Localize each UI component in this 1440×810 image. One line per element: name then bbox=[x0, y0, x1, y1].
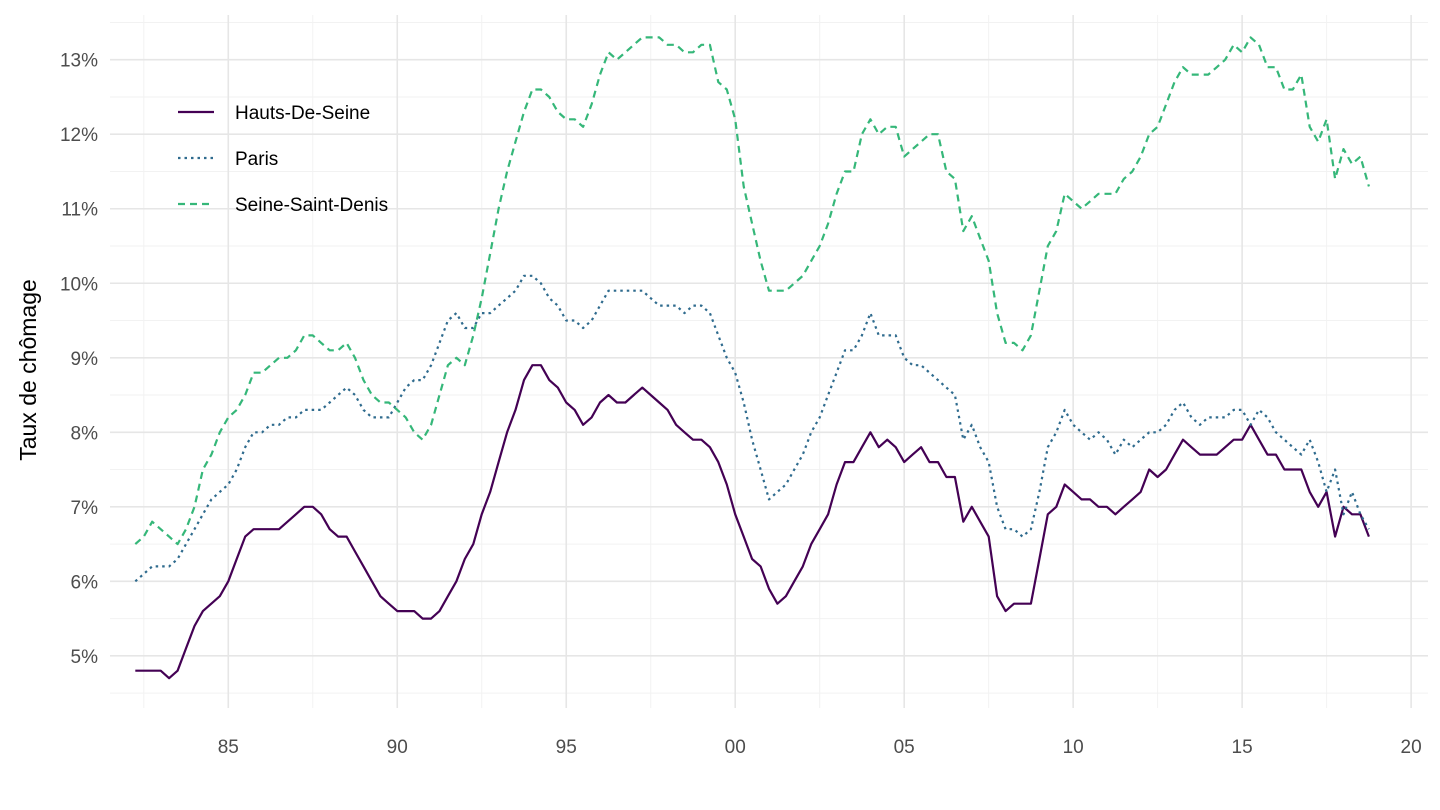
series-line-0 bbox=[135, 364, 1370, 680]
major-gridlines bbox=[110, 15, 1428, 708]
x-tick-label: 15 bbox=[1232, 737, 1253, 758]
y-tick-label: 12% bbox=[60, 125, 98, 146]
x-tick-label: 90 bbox=[387, 737, 408, 758]
y-tick-label: 10% bbox=[60, 274, 98, 295]
x-tick-label: 95 bbox=[556, 737, 577, 758]
x-tick-label: 20 bbox=[1401, 737, 1422, 758]
legend: Hauts-De-Seine Paris Seine-Saint-Denis bbox=[178, 103, 388, 216]
y-tick-label: 5% bbox=[71, 647, 99, 668]
minor-gridlines bbox=[110, 15, 1428, 708]
y-axis-title: Taux de chômage bbox=[15, 279, 41, 461]
y-tick-label: 13% bbox=[60, 51, 98, 72]
legend-label-0: Hauts-De-Seine bbox=[235, 103, 370, 124]
x-tick-label: 85 bbox=[218, 737, 239, 758]
y-tick-label: 9% bbox=[71, 349, 99, 370]
x-axis-tick-labels: 85 90 95 00 05 10 15 20 bbox=[218, 737, 1422, 758]
series-line-1 bbox=[134, 274, 1370, 583]
x-tick-label: 10 bbox=[1063, 737, 1084, 758]
y-tick-label: 7% bbox=[71, 498, 99, 519]
y-axis-tick-labels: 5% 6% 7% 8% 9% 10% 11% 12% 13% bbox=[60, 51, 98, 668]
series-lines bbox=[134, 36, 1370, 680]
legend-label-2: Seine-Saint-Denis bbox=[235, 195, 388, 216]
legend-label-1: Paris bbox=[235, 149, 278, 170]
y-tick-label: 11% bbox=[61, 200, 98, 221]
x-tick-label: 00 bbox=[725, 737, 746, 758]
series-line-2 bbox=[134, 36, 1370, 546]
x-tick-label: 05 bbox=[894, 737, 915, 758]
y-tick-label: 6% bbox=[71, 572, 99, 593]
y-tick-label: 8% bbox=[71, 423, 99, 444]
